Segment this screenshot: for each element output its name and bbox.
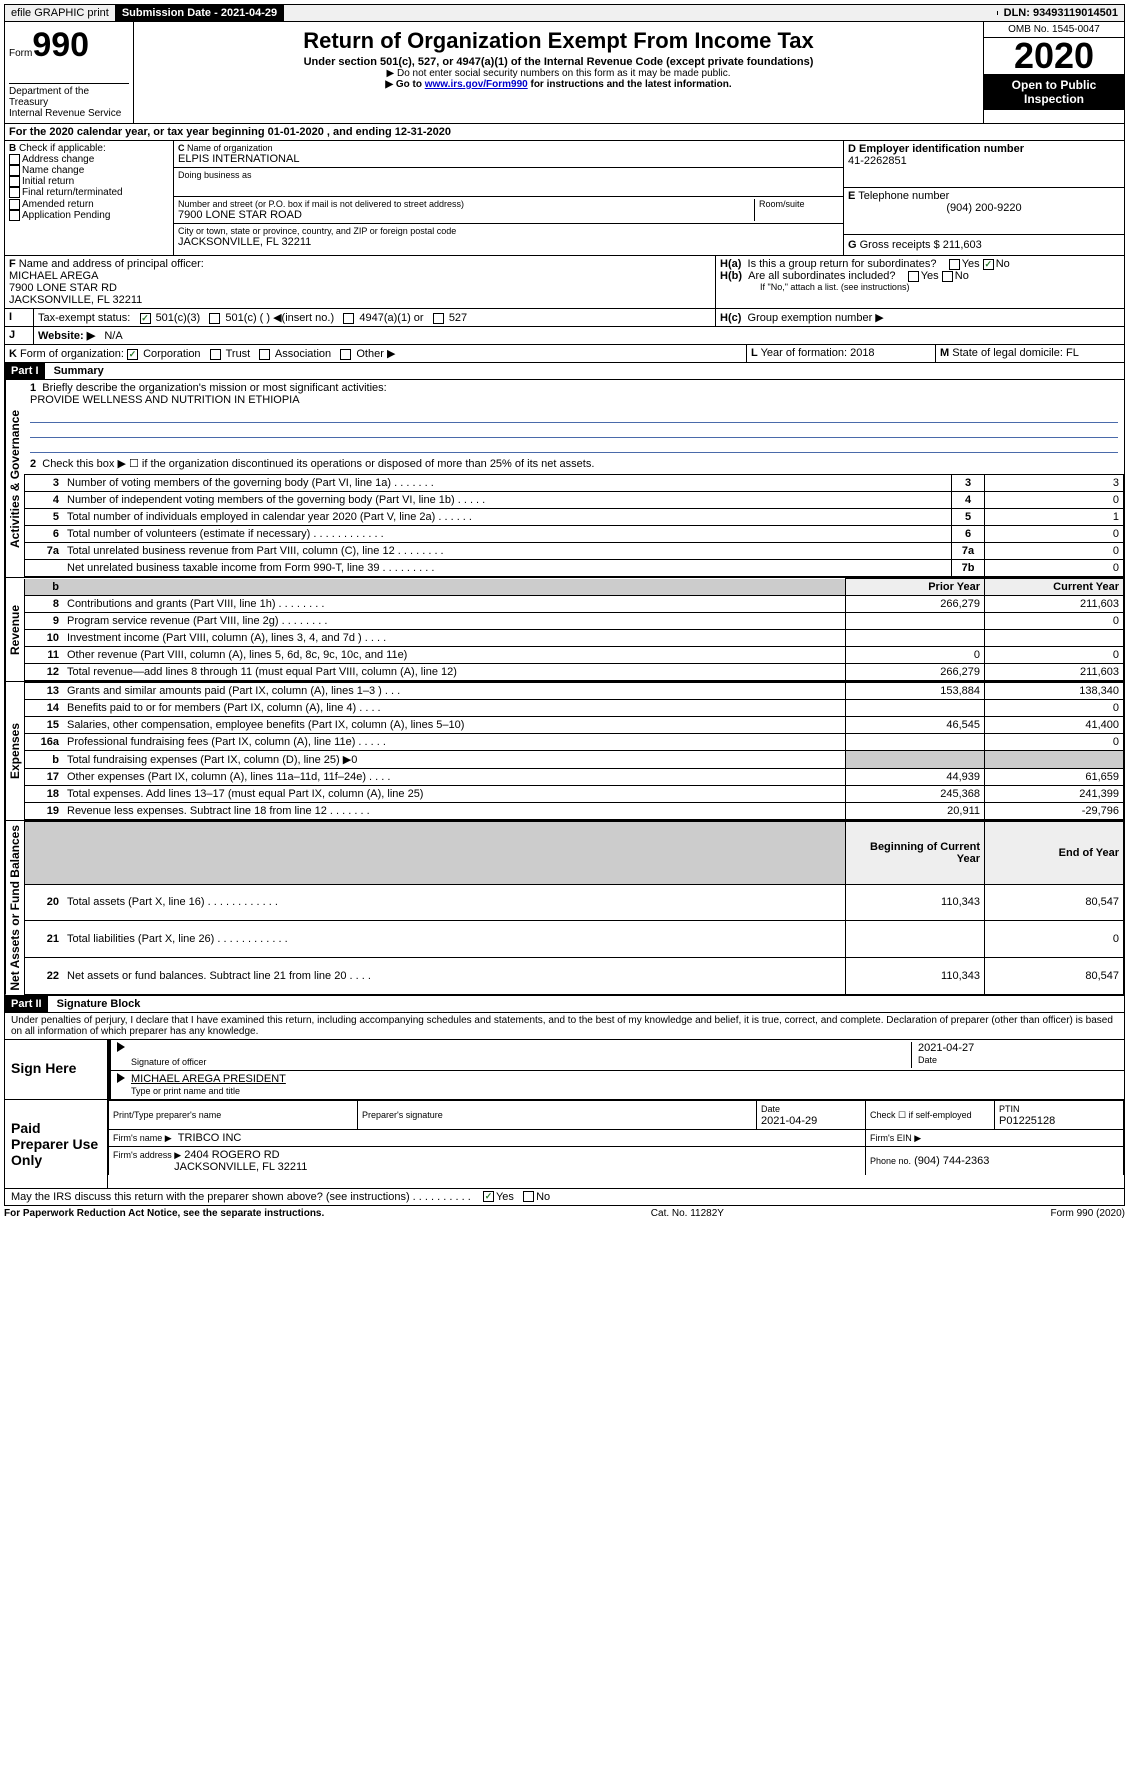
discuss-yes[interactable] bbox=[483, 1191, 494, 1202]
irs-discuss-row: May the IRS discuss this return with the… bbox=[4, 1189, 1125, 1206]
website-row: J Website: ▶ N/A bbox=[4, 327, 1125, 345]
ptin: P01225128 bbox=[999, 1115, 1055, 1127]
expenses-section: Expenses 13Grants and similar amounts pa… bbox=[4, 682, 1125, 821]
form-title: Return of Organization Exempt From Incom… bbox=[138, 28, 979, 54]
check-initial-return[interactable]: Initial return bbox=[9, 176, 169, 187]
form990-link[interactable]: www.irs.gov/Form990 bbox=[425, 79, 528, 90]
revenue-section: Revenue bPrior YearCurrent Year8Contribu… bbox=[4, 578, 1125, 682]
vert-revenue: Revenue bbox=[5, 578, 24, 681]
form-number: 990 bbox=[32, 26, 89, 64]
check-amended[interactable]: Amended return bbox=[9, 199, 169, 210]
org-info-block: B Check if applicable: Address change Na… bbox=[4, 141, 1125, 256]
line-a: For the 2020 calendar year, or tax year … bbox=[4, 124, 1125, 141]
netassets-section: Net Assets or Fund Balances Beginning of… bbox=[4, 821, 1125, 996]
check-final-return[interactable]: Final return/terminated bbox=[9, 187, 169, 198]
form-header: Form990 Department of the Treasury Inter… bbox=[4, 22, 1125, 124]
ssn-note: ▶ Do not enter social security numbers o… bbox=[138, 68, 979, 79]
check-4947[interactable] bbox=[343, 313, 354, 324]
expenses-table: 13Grants and similar amounts paid (Part … bbox=[24, 682, 1124, 820]
governance-table: 3Number of voting members of the governi… bbox=[24, 474, 1124, 577]
irs-label: Internal Revenue Service bbox=[9, 108, 129, 119]
firm-name: TRIBCO INC bbox=[178, 1132, 242, 1144]
firm-addr: 2404 ROGERO RD bbox=[184, 1149, 279, 1161]
officer-addr2: JACKSONVILLE, FL 32211 bbox=[9, 294, 711, 306]
check-501c3[interactable] bbox=[140, 313, 151, 324]
check-527[interactable] bbox=[433, 313, 444, 324]
vert-expenses: Expenses bbox=[5, 682, 24, 820]
check-corp[interactable] bbox=[127, 349, 138, 360]
check-assoc[interactable] bbox=[259, 349, 270, 360]
paid-preparer-label: Paid Preparer Use Only bbox=[5, 1100, 108, 1188]
preparer-date: 2021-04-29 bbox=[761, 1115, 817, 1127]
open-public-badge: Open to Public Inspection bbox=[984, 74, 1124, 110]
hb-yes[interactable] bbox=[908, 271, 919, 282]
revenue-table: bPrior YearCurrent Year8Contributions an… bbox=[24, 578, 1124, 681]
form-ref: Form 990 (2020) bbox=[1051, 1208, 1125, 1219]
part2-header: Part II Signature Block bbox=[4, 996, 1125, 1013]
netassets-table: Beginning of Current YearEnd of Year20To… bbox=[24, 821, 1124, 995]
triangle-icon bbox=[117, 1042, 125, 1052]
footer: For Paperwork Reduction Act Notice, see … bbox=[4, 1206, 1125, 1221]
website-value: N/A bbox=[104, 330, 122, 342]
paid-preparer-block: Paid Preparer Use Only Print/Type prepar… bbox=[4, 1100, 1125, 1189]
dba-label: Doing business as bbox=[178, 170, 839, 180]
submission-date-button[interactable]: Submission Date - 2021-04-29 bbox=[116, 5, 284, 21]
gross-receipts: 211,603 bbox=[943, 239, 982, 251]
phone: (904) 200-9220 bbox=[848, 202, 1120, 214]
officer-group-block: F Name and address of principal officer:… bbox=[4, 256, 1125, 309]
street-address: 7900 LONE STAR ROAD bbox=[178, 209, 754, 221]
check-name-change[interactable]: Name change bbox=[9, 165, 169, 176]
firm-city: JACKSONVILLE, FL 32211 bbox=[174, 1161, 307, 1173]
sign-date: 2021-04-27 bbox=[918, 1042, 1118, 1054]
activities-section: Activities & Governance 1 Briefly descri… bbox=[4, 380, 1125, 578]
cat-no: Cat. No. 11282Y bbox=[651, 1208, 724, 1219]
vert-netassets: Net Assets or Fund Balances bbox=[5, 821, 24, 995]
room-suite-label: Room/suite bbox=[759, 199, 839, 209]
officer-addr1: 7900 LONE STAR RD bbox=[9, 282, 711, 294]
discuss-no[interactable] bbox=[523, 1191, 534, 1202]
state-domicile: FL bbox=[1066, 347, 1079, 359]
check-app-pending[interactable]: Application Pending bbox=[9, 210, 169, 221]
check-address-change[interactable]: Address change bbox=[9, 154, 169, 165]
year-formation: 2018 bbox=[850, 347, 874, 359]
ha-yes[interactable] bbox=[949, 259, 960, 270]
form-subtitle: Under section 501(c), 527, or 4947(a)(1)… bbox=[138, 56, 979, 68]
section-b: B Check if applicable: Address change Na… bbox=[5, 141, 174, 255]
tax-exempt-row: I Tax-exempt status: 501(c)(3) 501(c) ( … bbox=[4, 309, 1125, 327]
spacer bbox=[284, 11, 998, 15]
city-state-zip: JACKSONVILLE, FL 32211 bbox=[178, 236, 839, 248]
pra-notice: For Paperwork Reduction Act Notice, see … bbox=[4, 1208, 324, 1219]
mission-text: PROVIDE WELLNESS AND NUTRITION IN ETHIOP… bbox=[30, 394, 1118, 406]
part1-header: Part I Summary bbox=[4, 363, 1125, 380]
dept-label: Department of the Treasury bbox=[9, 86, 129, 108]
sign-here-label: Sign Here bbox=[5, 1040, 111, 1099]
ha-no[interactable] bbox=[983, 259, 994, 270]
sign-here-block: Sign Here Signature of officer 2021-04-2… bbox=[4, 1040, 1125, 1100]
ein: 41-2262851 bbox=[848, 155, 1120, 167]
check-other[interactable] bbox=[340, 349, 351, 360]
check-trust[interactable] bbox=[210, 349, 221, 360]
officer-name: MICHAEL AREGA bbox=[9, 270, 711, 282]
hb-no[interactable] bbox=[942, 271, 953, 282]
tax-year: 2020 bbox=[984, 38, 1124, 74]
vert-activities: Activities & Governance bbox=[5, 380, 24, 577]
tax-year-range: For the 2020 calendar year, or tax year … bbox=[5, 124, 1124, 140]
goto-note: ▶ Go to www.irs.gov/Form990 for instruct… bbox=[138, 79, 979, 90]
dln-label: DLN: 93493119014501 bbox=[998, 5, 1124, 21]
officer-print-name: MICHAEL AREGA PRESIDENT bbox=[131, 1073, 1118, 1085]
efile-label: efile GRAPHIC print bbox=[5, 5, 116, 21]
org-name: ELPIS INTERNATIONAL bbox=[178, 153, 839, 165]
firm-phone: (904) 744-2363 bbox=[914, 1155, 989, 1167]
form-prefix: Form bbox=[9, 48, 32, 59]
klm-row: K Form of organization: Corporation Trus… bbox=[4, 345, 1125, 363]
declaration: Under penalties of perjury, I declare th… bbox=[4, 1013, 1125, 1040]
top-bar: efile GRAPHIC print Submission Date - 20… bbox=[4, 4, 1125, 22]
triangle-icon bbox=[117, 1073, 125, 1083]
check-501c[interactable] bbox=[209, 313, 220, 324]
